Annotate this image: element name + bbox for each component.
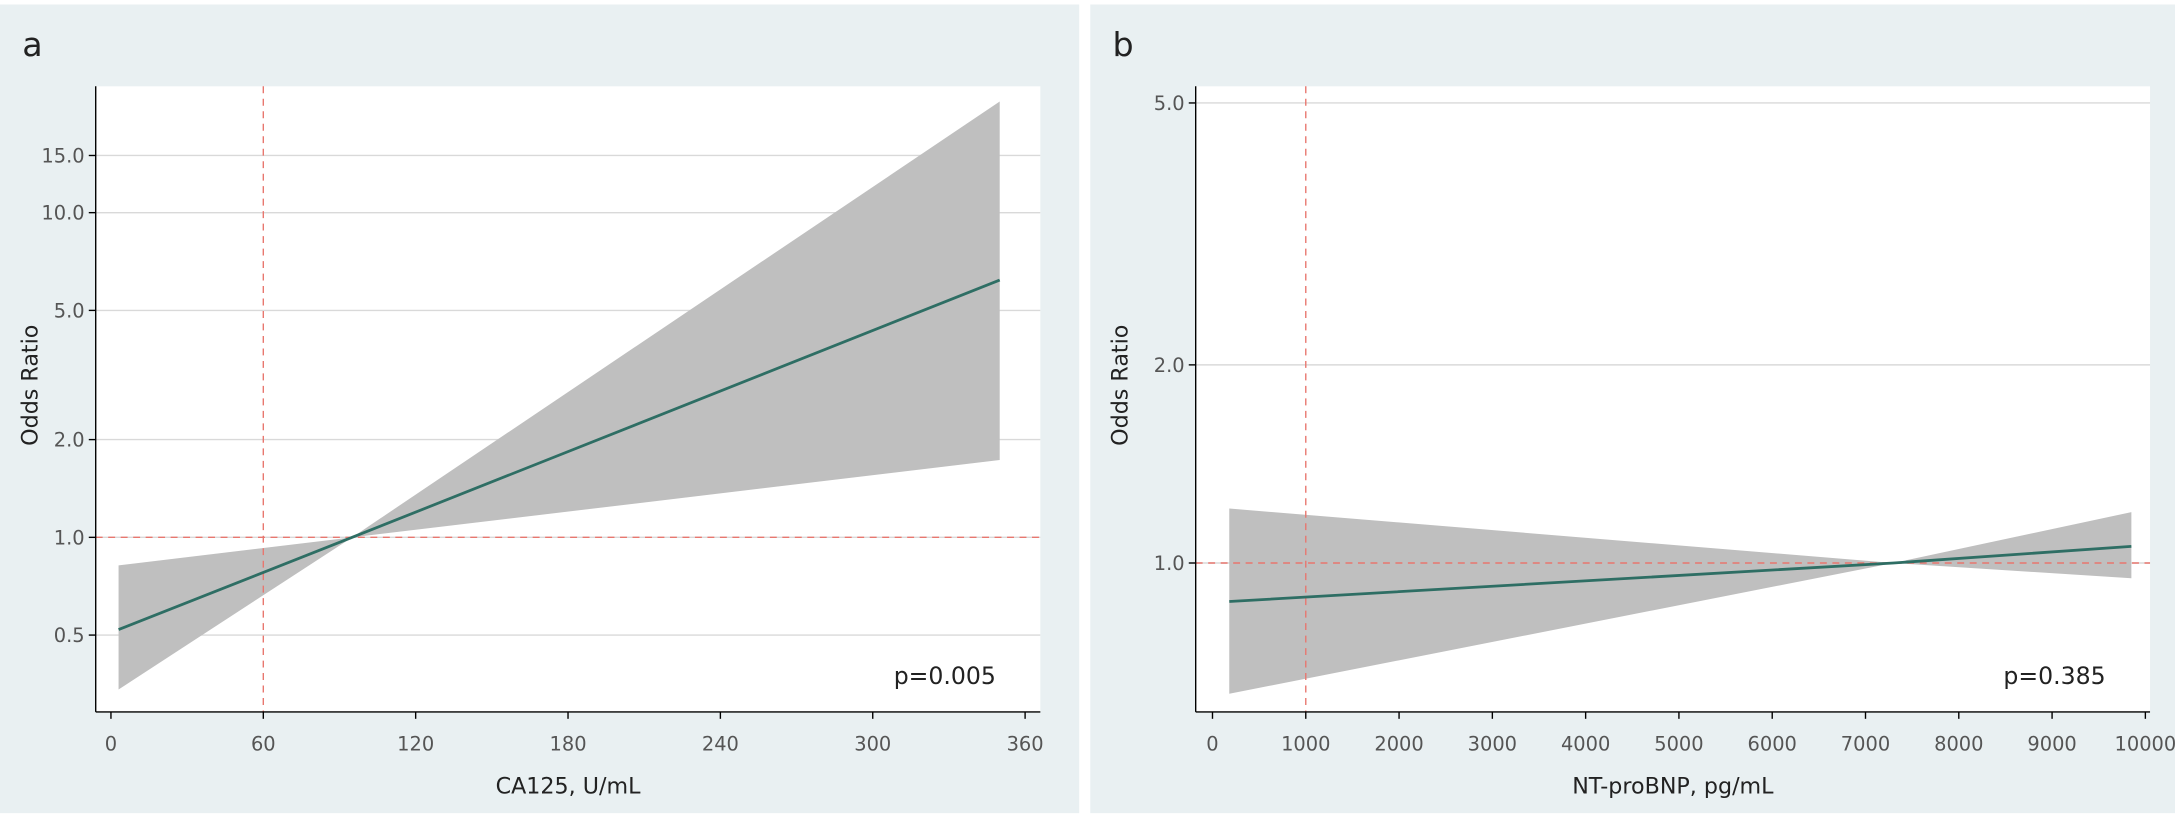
y-tick-label: 5.0 (1154, 92, 1185, 115)
annotation: p=0.005 (894, 662, 996, 690)
y-axis-label: Odds Ratio (1108, 325, 1134, 446)
y-tick-label: 10.0 (41, 202, 84, 225)
x-tick-label: 180 (550, 733, 587, 756)
x-axis-label: NT-proBNP, pg/mL (1572, 774, 1774, 800)
x-tick-label: 6000 (1748, 733, 1797, 756)
y-axis-label: Odds Ratio (17, 325, 43, 446)
x-tick-label: 240 (702, 733, 739, 756)
panel-label: a (22, 25, 42, 64)
x-tick-label: 0 (105, 733, 117, 756)
or-line (118, 278, 1001, 631)
x-tick-label: 120 (397, 733, 434, 756)
y-tick-label: 2.0 (1154, 354, 1185, 377)
x-tick-label: 2000 (1374, 733, 1423, 756)
y-tick-label: 1.0 (1154, 552, 1185, 575)
x-tick-label: 3000 (1468, 733, 1517, 756)
y-tick-label: 2.0 (54, 429, 85, 452)
or-line (1229, 544, 2132, 603)
annotation: p=0.385 (2003, 662, 2105, 690)
x-tick-label: 10000 (2115, 733, 2175, 756)
y-tick-label: 0.5 (54, 624, 85, 647)
panel-label: b (1112, 25, 1133, 64)
x-axis-label: CA125, U/mL (496, 774, 641, 800)
x-tick-label: 360 (1007, 733, 1044, 756)
x-tick-label: 7000 (1841, 733, 1890, 756)
x-tick-label: 4000 (1561, 733, 1610, 756)
x-tick-label: 0 (1206, 733, 1218, 756)
y-tick-label: 5.0 (54, 299, 85, 322)
x-tick-label: 5000 (1654, 733, 1703, 756)
x-tick-label: 300 (854, 733, 891, 756)
x-tick-label: 1000 (1281, 733, 1330, 756)
confidence-band (1229, 508, 2132, 694)
x-tick-label: 9000 (2027, 733, 2076, 756)
y-tick-label: 1.0 (54, 526, 85, 549)
x-tick-label: 60 (251, 733, 276, 756)
x-tick-label: 8000 (1934, 733, 1983, 756)
y-tick-label: 15.0 (41, 144, 84, 167)
